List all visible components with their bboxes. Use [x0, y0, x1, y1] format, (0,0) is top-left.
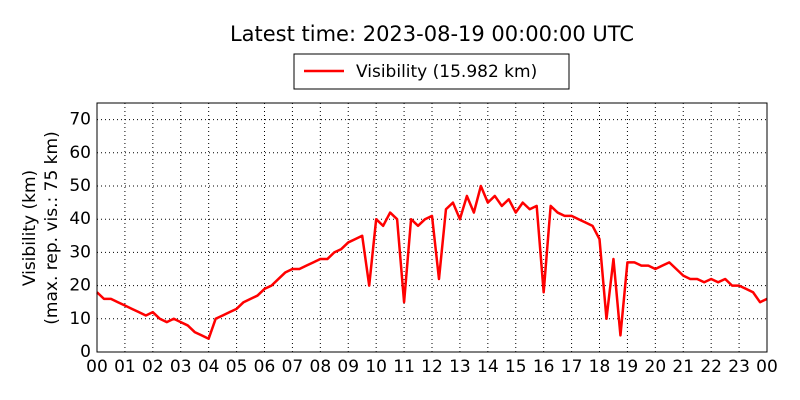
x-tick-label: 16 — [533, 357, 555, 377]
y-tick-label: 10 — [69, 309, 91, 329]
x-tick-label: 17 — [561, 357, 583, 377]
x-tick-label: 15 — [505, 357, 527, 377]
y-tick-label: 70 — [69, 110, 91, 130]
x-tick-label: 20 — [645, 357, 667, 377]
x-tick-label: 07 — [282, 357, 304, 377]
x-tick-label: 11 — [393, 357, 415, 377]
y-tick-label: 50 — [69, 176, 91, 196]
x-tick-label: 13 — [449, 357, 471, 377]
x-tick-label: 14 — [477, 357, 499, 377]
y-tick-label: 20 — [69, 276, 91, 296]
x-tick-label: 04 — [198, 357, 220, 377]
x-tick-label: 23 — [728, 357, 750, 377]
x-tick-label: 03 — [170, 357, 192, 377]
x-tick-label: 01 — [114, 357, 136, 377]
x-tick-label: 02 — [142, 357, 164, 377]
y-tick-label: 0 — [80, 342, 91, 362]
x-tick-label: 09 — [337, 357, 359, 377]
x-tick-label: 10 — [365, 357, 387, 377]
legend-label: Visibility (15.982 km) — [356, 62, 537, 82]
y-tick-label: 40 — [69, 209, 91, 229]
plot-frame — [96, 102, 768, 353]
x-tick-label: 08 — [310, 357, 332, 377]
chart-title: Latest time: 2023-08-19 00:00:00 UTC — [230, 22, 634, 46]
x-tick-label: 00 — [86, 357, 108, 377]
x-tick-label: 18 — [589, 357, 611, 377]
y-tick-label: 60 — [69, 143, 91, 163]
x-tick-label: 21 — [672, 357, 694, 377]
y-axis-label: Visibility (km) — [20, 170, 40, 286]
x-tick-label: 19 — [617, 357, 639, 377]
y-tick-label: 30 — [69, 242, 91, 262]
x-tick-label: 12 — [421, 357, 443, 377]
x-tick-label: 06 — [254, 357, 276, 377]
y-axis-label: (max. rep. vis.: 75 km) — [42, 131, 62, 324]
x-tick-label: 00 — [756, 357, 778, 377]
x-tick-label: 05 — [226, 357, 248, 377]
x-tick-label: 22 — [700, 357, 722, 377]
line-series — [96, 184, 768, 340]
